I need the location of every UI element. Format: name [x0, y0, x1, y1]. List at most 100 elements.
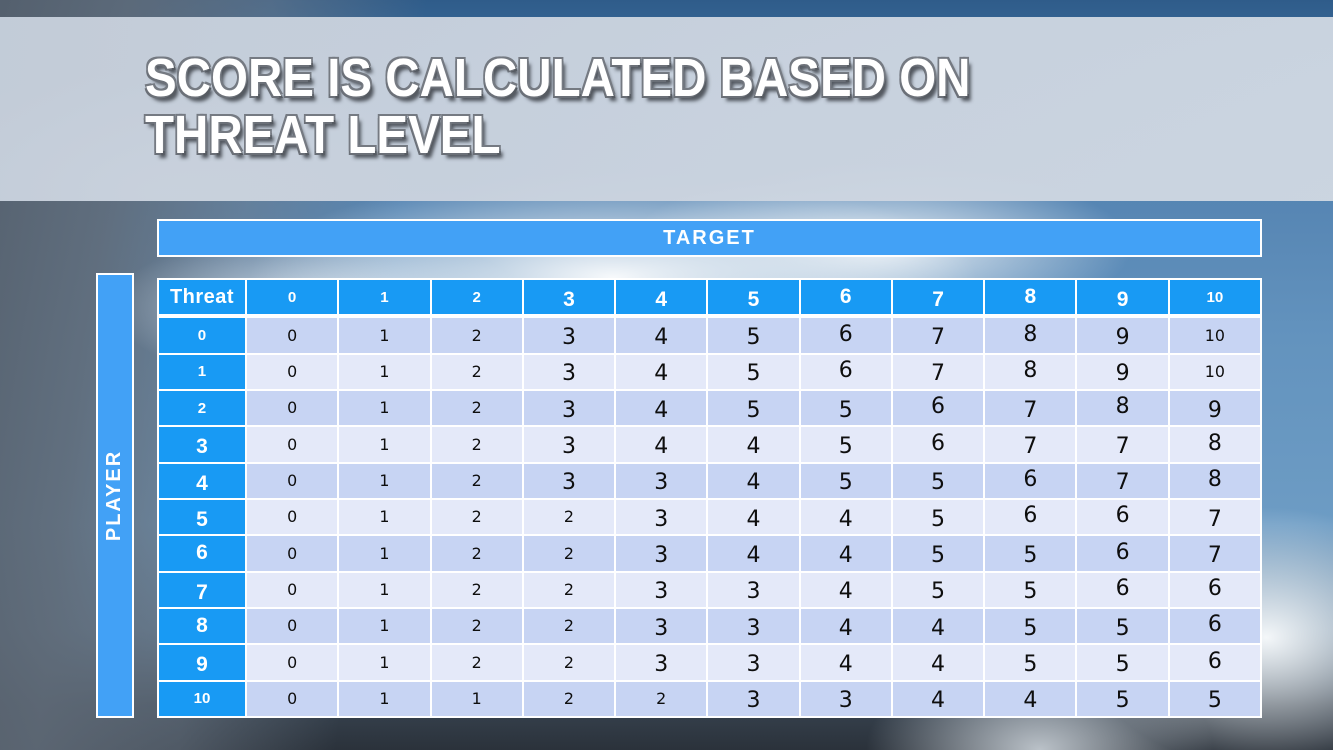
column-header-cell: 1 [339, 280, 430, 315]
score-cell: 4 [800, 645, 891, 680]
score-cell: 1 [339, 354, 430, 389]
score-cell: 1 [339, 427, 430, 462]
score-cell: 4 [708, 536, 799, 571]
score-cell: 4 [892, 608, 984, 644]
score-cell: 4 [800, 536, 891, 571]
score-cell: 5 [892, 536, 984, 571]
score-cell: 6 [800, 354, 891, 389]
score-cell: 1 [431, 681, 522, 716]
score-cell: 6 [1077, 572, 1168, 607]
row-header-cell: 6 [159, 536, 245, 571]
score-cell: 1 [339, 536, 430, 571]
score-cell: 0 [247, 536, 338, 571]
score-cell: 5 [800, 427, 891, 462]
score-cell: 4 [616, 390, 707, 426]
score-cell: 2 [431, 536, 522, 571]
score-cell: 5 [708, 318, 799, 353]
score-cell: 0 [247, 572, 338, 607]
score-cell: 1 [339, 499, 430, 535]
score-cell: 0 [247, 499, 338, 535]
score-cell: 4 [708, 499, 799, 535]
score-cell: 0 [247, 354, 338, 389]
score-cell: 0 [247, 608, 338, 644]
score-cell: 5 [985, 645, 1076, 680]
row-header-cell: 2 [159, 390, 245, 426]
score-cell: 2 [523, 681, 615, 716]
row-header-cell: 5 [159, 499, 245, 535]
score-cell: 4 [800, 608, 891, 644]
score-cell: 8 [985, 318, 1076, 353]
corner-cell: Threat [159, 280, 245, 315]
score-cell: 4 [616, 427, 707, 462]
score-cell: 3 [800, 681, 891, 716]
score-cell: 3 [616, 499, 707, 535]
score-cell: 4 [892, 645, 984, 680]
score-cell: 3 [708, 645, 799, 680]
score-cell: 1 [339, 608, 430, 644]
score-cell: 1 [339, 463, 430, 498]
score-cell: 8 [1169, 463, 1260, 498]
target-axis-banner: TARGET [157, 219, 1262, 257]
column-header-cell: 5 [708, 280, 799, 315]
player-axis-label: PLAYER [103, 449, 126, 542]
score-cell: 3 [616, 463, 707, 498]
score-cell: 5 [708, 354, 799, 389]
score-cell: 3 [523, 318, 615, 353]
score-cell: 7 [892, 318, 984, 353]
player-axis-banner: PLAYER [96, 273, 134, 718]
column-header-cell: 4 [616, 280, 707, 315]
score-cell: 2 [431, 318, 522, 353]
score-cell: 3 [616, 536, 707, 571]
score-cell: 4 [800, 572, 891, 607]
score-cell: 1 [339, 572, 430, 607]
score-cell: 5 [985, 536, 1076, 571]
score-cell: 5 [985, 608, 1076, 644]
score-cell: 3 [616, 608, 707, 644]
score-cell: 5 [800, 390, 891, 426]
score-cell: 1 [339, 645, 430, 680]
title-line-1: SCORE IS CALCULATED BASED ON [145, 48, 971, 108]
page-title: SCORE IS CALCULATED BASED ON THREAT LEVE… [145, 48, 971, 164]
score-cell: 5 [1169, 681, 1260, 716]
score-cell: 7 [1169, 499, 1260, 535]
score-cell: 7 [1077, 463, 1168, 498]
score-cell: 4 [985, 681, 1076, 716]
score-table: Threat 0 1 2 3 4 5 6 7 8 9 1 0 0 0 1 2 3 4 5 6 7 8 9 1 0 1 0 1 2 3 4 5 6 7… [157, 278, 1262, 718]
row-header-cell: 1 [159, 354, 245, 389]
score-cell: 4 [708, 463, 799, 498]
score-cell: 2 [431, 390, 522, 426]
score-cell: 8 [1077, 390, 1168, 426]
score-cell: 6 [985, 499, 1076, 535]
score-cell: 6 [1169, 608, 1260, 644]
score-cell: 4 [708, 427, 799, 462]
score-cell: 2 [431, 572, 522, 607]
score-cell: 3 [708, 572, 799, 607]
score-cell: 2 [431, 463, 522, 498]
score-cell: 5 [1077, 608, 1168, 644]
score-cell: 0 [247, 681, 338, 716]
score-cell: 9 [1077, 318, 1168, 353]
score-cell: 6 [1077, 499, 1168, 535]
score-cell: 1 [339, 390, 430, 426]
score-cell: 0 [247, 463, 338, 498]
score-cell: 7 [985, 427, 1076, 462]
score-cell: 7 [1077, 427, 1168, 462]
row-header-cell: 0 [159, 318, 245, 353]
score-cell: 8 [1169, 427, 1260, 462]
row-header-cell: 4 [159, 463, 245, 498]
score-cell: 2 [523, 572, 615, 607]
score-cell: 4 [616, 318, 707, 353]
row-header-cell: 3 [159, 427, 245, 462]
score-cell: 5 [892, 572, 984, 607]
